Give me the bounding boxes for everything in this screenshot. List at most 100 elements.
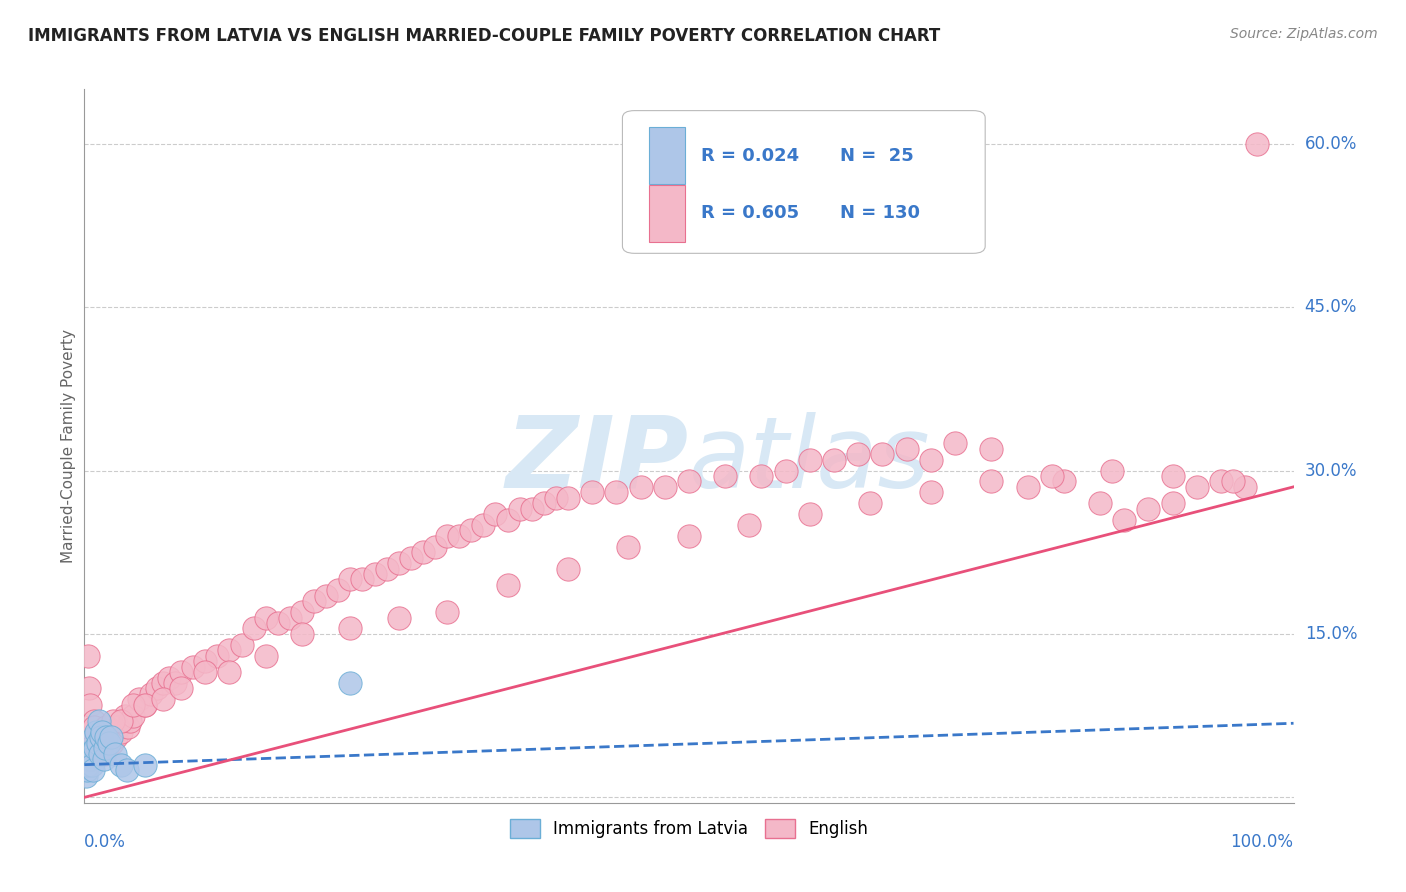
Point xyxy=(339,622,361,636)
Point xyxy=(83,731,105,745)
Point xyxy=(896,442,918,456)
Point xyxy=(91,725,114,739)
FancyBboxPatch shape xyxy=(650,185,685,242)
Point xyxy=(714,469,737,483)
Point xyxy=(605,485,627,500)
Point xyxy=(1161,496,1184,510)
Point xyxy=(194,665,217,679)
Text: 15.0%: 15.0% xyxy=(1305,625,1357,643)
Point xyxy=(846,447,869,461)
Point xyxy=(94,720,117,734)
Point xyxy=(231,638,253,652)
Point xyxy=(920,485,942,500)
Point xyxy=(89,747,111,761)
Point xyxy=(84,741,107,756)
Point xyxy=(121,708,143,723)
Point xyxy=(1161,469,1184,483)
Point xyxy=(799,452,821,467)
Point xyxy=(107,720,129,734)
Point xyxy=(86,736,108,750)
Point xyxy=(117,720,139,734)
Point xyxy=(363,567,385,582)
Point xyxy=(170,681,193,696)
Point xyxy=(104,731,127,745)
Point xyxy=(218,665,240,679)
Point xyxy=(352,573,374,587)
Point xyxy=(617,540,640,554)
FancyBboxPatch shape xyxy=(650,127,685,184)
Text: R = 0.605: R = 0.605 xyxy=(702,204,799,222)
Point xyxy=(134,698,156,712)
Point xyxy=(97,736,120,750)
Point xyxy=(157,671,180,685)
Point xyxy=(678,475,700,489)
Point xyxy=(1209,475,1232,489)
FancyBboxPatch shape xyxy=(623,111,986,253)
Point xyxy=(872,447,894,461)
Point xyxy=(509,501,531,516)
Point xyxy=(557,561,579,575)
Point xyxy=(738,518,761,533)
Point xyxy=(94,731,117,745)
Point xyxy=(920,452,942,467)
Point xyxy=(581,485,603,500)
Point xyxy=(77,681,100,696)
Text: R = 0.024: R = 0.024 xyxy=(702,146,799,164)
Point xyxy=(1101,463,1123,477)
Point xyxy=(76,763,98,777)
Point xyxy=(94,741,117,756)
Point xyxy=(79,698,101,712)
Point xyxy=(90,731,112,745)
Text: Source: ZipAtlas.com: Source: ZipAtlas.com xyxy=(1230,27,1378,41)
Text: 0.0%: 0.0% xyxy=(84,833,127,851)
Point xyxy=(83,720,105,734)
Point xyxy=(339,573,361,587)
Point xyxy=(120,714,142,728)
Point xyxy=(91,725,114,739)
Point xyxy=(87,736,110,750)
Point xyxy=(1137,501,1160,516)
Point xyxy=(87,741,110,756)
Point xyxy=(146,681,169,696)
Point xyxy=(93,752,115,766)
Point xyxy=(1114,512,1136,526)
Point xyxy=(557,491,579,505)
Point xyxy=(207,648,229,663)
Point xyxy=(254,610,277,624)
Point xyxy=(302,594,325,608)
Point xyxy=(86,747,108,761)
Point xyxy=(1246,136,1268,151)
Point xyxy=(77,648,100,663)
Point xyxy=(110,725,132,739)
Point xyxy=(115,763,138,777)
Point xyxy=(112,714,135,728)
Point xyxy=(388,556,411,570)
Point xyxy=(86,736,108,750)
Point xyxy=(412,545,434,559)
Point xyxy=(520,501,543,516)
Point xyxy=(90,736,112,750)
Point xyxy=(375,561,398,575)
Point xyxy=(82,763,104,777)
Point xyxy=(94,725,117,739)
Point xyxy=(436,605,458,619)
Point xyxy=(128,692,150,706)
Text: 60.0%: 60.0% xyxy=(1305,135,1357,153)
Point xyxy=(121,698,143,712)
Point xyxy=(943,436,966,450)
Point xyxy=(194,654,217,668)
Point xyxy=(83,714,105,728)
Point xyxy=(79,741,101,756)
Point xyxy=(630,480,652,494)
Point xyxy=(399,550,422,565)
Point xyxy=(242,622,264,636)
Point xyxy=(93,747,115,761)
Point xyxy=(100,731,122,745)
Point xyxy=(75,768,97,782)
Point xyxy=(751,469,773,483)
Point xyxy=(152,692,174,706)
Point xyxy=(79,752,101,766)
Point xyxy=(315,589,337,603)
Text: N = 130: N = 130 xyxy=(841,204,920,222)
Point xyxy=(254,648,277,663)
